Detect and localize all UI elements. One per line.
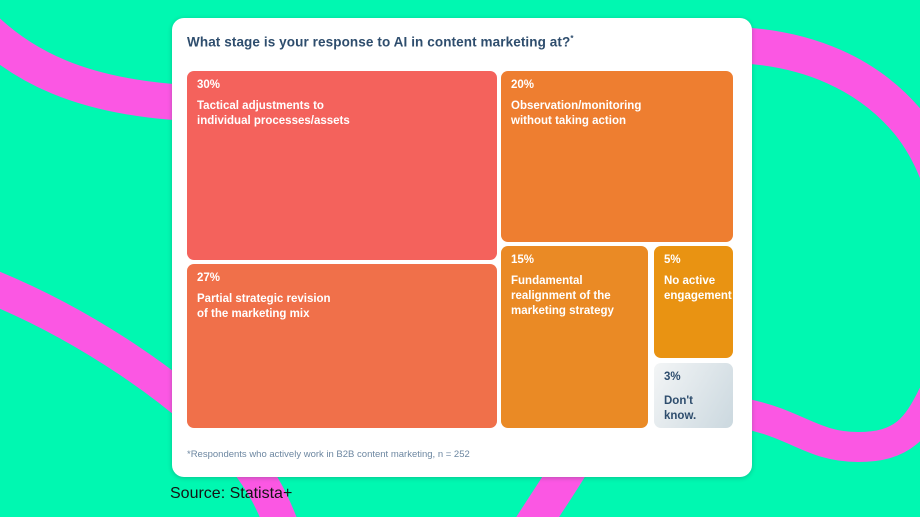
treemap-block-fundamental-realignment: 15% Fundamental realignment of the marke…: [501, 246, 648, 428]
treemap-block-label: Don't know.: [664, 395, 697, 422]
curve-top-left: [0, 18, 216, 122]
treemap-block-observation-monitoring: 20% Observation/monitoring without takin…: [501, 71, 733, 242]
treemap-block-value: 3%: [664, 371, 681, 383]
treemap-block-partial-strategic-revision: 27% Partial strategic revision of the ma…: [187, 264, 497, 428]
treemap-block-label: Observation/monitoring without taking ac…: [511, 100, 642, 127]
curve-bottom-right: [738, 387, 920, 463]
treemap-block-value: 15%: [511, 254, 535, 266]
treemap-block-label: Fundamental realignment of the marketing…: [511, 275, 614, 317]
treemap-block-value: 5%: [664, 254, 681, 266]
chart-card: What stage is your response to AI in con…: [172, 18, 752, 477]
source-caption: Source: Statista+: [170, 485, 293, 502]
treemap: 30% Tactical adjustments to individual p…: [187, 71, 733, 428]
chart-title: What stage is your response to AI in con…: [187, 34, 574, 50]
treemap-block-value: 20%: [511, 79, 535, 91]
chart-footnote: *Respondents who actively work in B2B co…: [187, 449, 470, 460]
chart-title-note-marker: *: [570, 34, 574, 43]
treemap-block-label: Tactical adjustments to individual proce…: [197, 100, 350, 127]
treemap-block-value: 27%: [197, 272, 221, 284]
treemap-block-value: 30%: [197, 79, 221, 91]
treemap-block-label: Partial strategic revision of the market…: [197, 293, 331, 320]
chart-title-text: What stage is your response to AI in con…: [187, 34, 571, 50]
curve-top-right: [735, 27, 920, 179]
treemap-block-label: No active engagement: [664, 275, 732, 302]
treemap-block-no-active-engagement: 5% No active engagement: [654, 246, 733, 358]
treemap-block-dont-know: 3% Don't know.: [654, 363, 733, 428]
treemap-block-tactical-adjustments: 30% Tactical adjustments to individual p…: [187, 71, 497, 260]
